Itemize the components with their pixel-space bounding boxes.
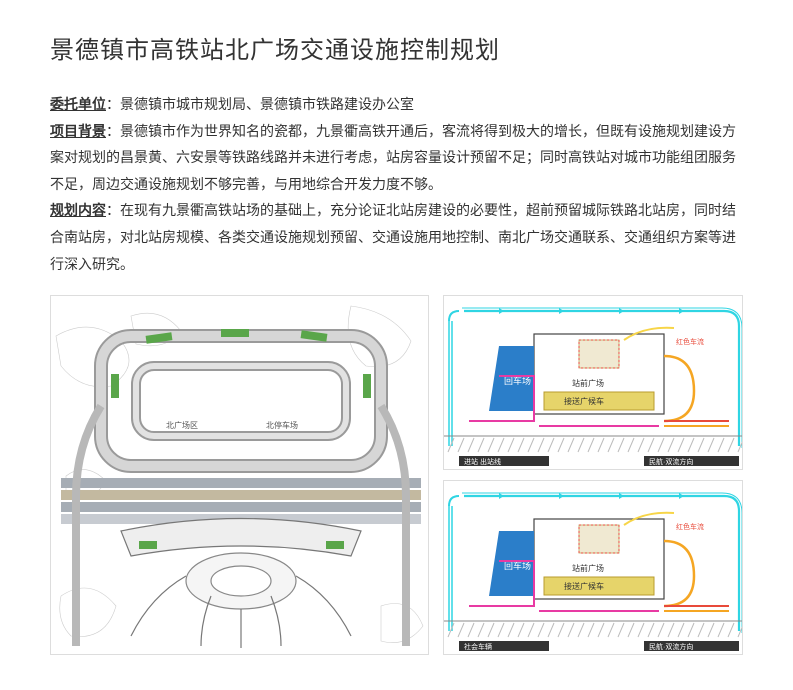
- svg-text:进站 出站线: 进站 出站线: [464, 457, 501, 466]
- page-title: 景德镇市高铁站北广场交通设施控制规划: [50, 30, 743, 65]
- client-text: ：景德镇市城市规划局、景德镇市铁路建设办公室: [106, 96, 414, 112]
- svg-text:民航·双流方向: 民航·双流方向: [649, 457, 693, 466]
- label-north-field: 北广场区: [166, 420, 198, 430]
- label-north-park: 北停车场: [266, 420, 298, 430]
- figure-traffic-a: 回车场接送广候车站前广场进站 出站线民航·双流方向红色车流: [443, 295, 743, 470]
- figures-row: 北广场区 北停车场: [50, 295, 743, 655]
- figure-traffic-b: 回车场接送广候车站前广场社会车辆民航·双流方向红色车流: [443, 480, 743, 655]
- content-line: 规划内容：在现有九景衢高铁站场的基础上，充分论证北站房建设的必要性，超前预留城际…: [50, 197, 743, 277]
- svg-text:民航·双流方向: 民航·双流方向: [649, 642, 693, 651]
- background-text: ：景德镇市作为世界知名的瓷都，九景衢高铁开通后，客流将得到极大的增长，但既有设施…: [50, 123, 736, 192]
- background-label: 项目背景: [50, 123, 106, 139]
- svg-text:接送广候车: 接送广候车: [564, 396, 604, 406]
- svg-text:站前广场: 站前广场: [572, 563, 604, 573]
- client-label: 委托单位: [50, 96, 106, 112]
- svg-text:接送广候车: 接送广候车: [564, 581, 604, 591]
- background-line: 项目背景：景德镇市作为世界知名的瓷都，九景衢高铁开通后，客流将得到极大的增长，但…: [50, 118, 743, 198]
- content-text: ：在现有九景衢高铁站场的基础上，充分论证北站房建设的必要性，超前预留城际铁路北站…: [50, 202, 736, 271]
- content-label: 规划内容: [50, 202, 106, 218]
- svg-text:红色车流: 红色车流: [676, 522, 704, 531]
- client-line: 委托单位：景德镇市城市规划局、景德镇市铁路建设办公室: [50, 91, 743, 118]
- figure-masterplan: 北广场区 北停车场: [50, 295, 429, 655]
- svg-text:红色车流: 红色车流: [676, 337, 704, 346]
- project-description: 委托单位：景德镇市城市规划局、景德镇市铁路建设办公室 项目背景：景德镇市作为世界…: [50, 91, 743, 277]
- svg-text:站前广场: 站前广场: [572, 378, 604, 388]
- svg-text:社会车辆: 社会车辆: [464, 642, 492, 651]
